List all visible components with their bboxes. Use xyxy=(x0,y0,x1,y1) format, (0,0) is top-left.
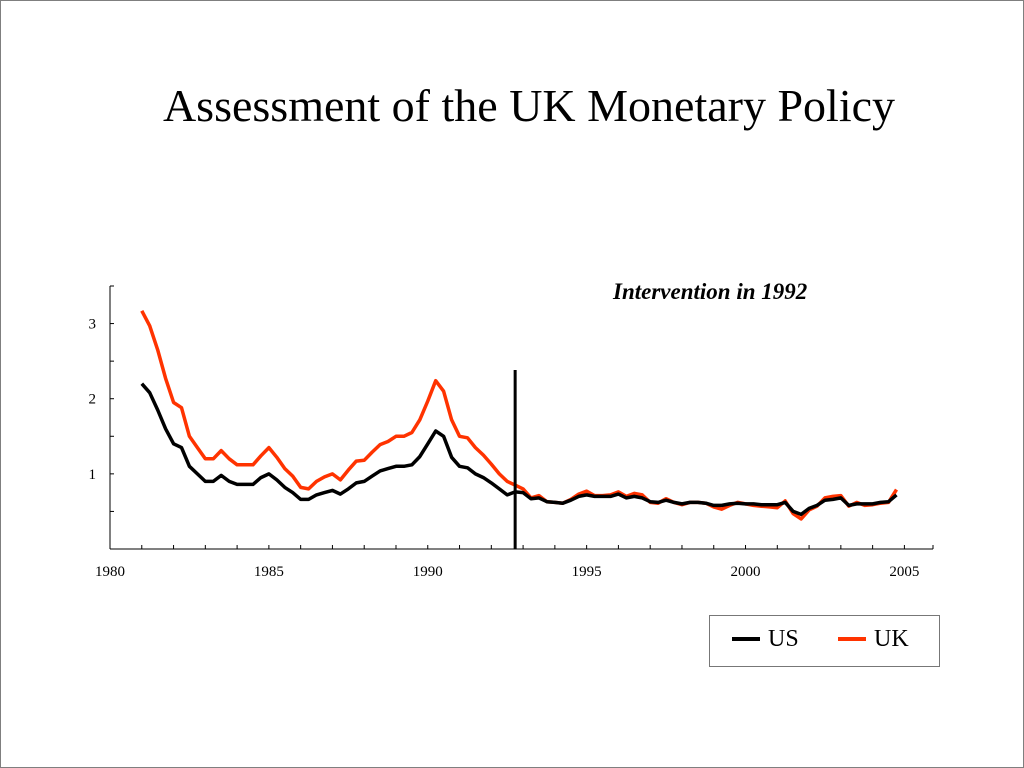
y-tick-label: 2 xyxy=(89,392,97,408)
series-line-uk xyxy=(140,309,898,521)
chart-annotation: Intervention in 1992 xyxy=(613,279,808,304)
y-tick-label: 1 xyxy=(89,467,97,483)
x-tick-label: 1990 xyxy=(413,564,443,580)
chart-legend: US UK xyxy=(709,615,940,667)
chart-series xyxy=(140,309,898,521)
series-line-us xyxy=(140,382,898,517)
x-tick-label: 2000 xyxy=(731,564,761,580)
slide-title: Assessment of the UK Monetary Policy xyxy=(162,80,896,131)
legend-swatch-uk xyxy=(838,637,866,641)
legend-label-us: US xyxy=(768,626,799,652)
x-tick-label: 2005 xyxy=(889,564,919,580)
legend-label-uk: UK xyxy=(874,626,909,652)
x-tick-label: 1995 xyxy=(572,564,602,580)
chart-axes: 1 2 3 1980 1985 1990 1995 2000 2005 xyxy=(89,285,934,580)
x-tick-label: 1980 xyxy=(95,564,125,580)
x-tick-label: 1985 xyxy=(254,564,284,580)
y-tick-label: 3 xyxy=(89,317,97,333)
legend-swatch-us xyxy=(732,637,760,641)
